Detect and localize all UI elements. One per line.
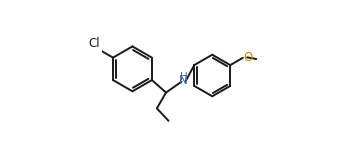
Text: N: N (179, 74, 188, 87)
Text: H: H (180, 72, 187, 82)
Text: O: O (244, 51, 253, 64)
Text: Cl: Cl (88, 37, 99, 50)
